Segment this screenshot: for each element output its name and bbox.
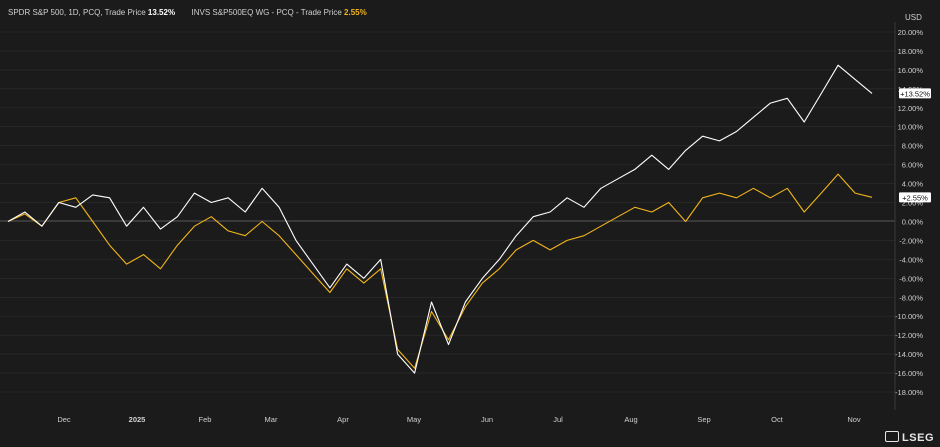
svg-text:+13.52%: +13.52% [900,89,930,98]
series-lines [7,64,873,374]
y-tick-label: -18.00% [895,388,923,397]
y-axis-labels: 20.00%18.00%16.00%14.00%12.00%10.00%8.00… [895,28,923,397]
y-tick-label: 16.00% [898,66,924,75]
series2-value: 2.55% [344,8,367,17]
brand-logo: LSEG [885,431,934,444]
y-tick-label: -2.00% [899,236,923,245]
y-tick-label: -10.00% [895,312,923,321]
x-tick-label: Aug [624,415,637,424]
brand-name: LSEG [902,432,934,444]
x-tick-label: Nov [847,415,861,424]
currency-label: USD [905,13,922,22]
series2-label: INVS S&P500EQ WG - PCQ - Trade Price [191,8,342,17]
svg-text:+2.55%: +2.55% [902,193,928,202]
y-tick-label: -4.00% [899,255,923,264]
y-tick-label: -8.00% [899,293,923,302]
last-value-labels: +2.55% +13.52% [899,88,931,203]
series1-label: SPDR S&P 500, 1D, PCQ, Trade Price [8,8,146,17]
x-tick-label: Feb [199,415,212,424]
series-spdr-line [7,64,873,374]
y-tick-label: 10.00% [898,123,924,132]
x-axis-labels: Dec 2025 Feb Mar Apr May Jun Jul Aug Sep Oct Nov [57,415,861,424]
y-tick-label: 0.00% [902,217,924,226]
y-tick-label: 8.00% [902,142,924,151]
plot-area [0,0,895,410]
series-invs-last-label: +2.55% [899,192,931,203]
x-tick-label: May [407,415,421,424]
series-invs-line [7,173,873,369]
y-tick-label: -6.00% [899,274,923,283]
y-tick-label: 12.00% [898,104,924,113]
chart-header: SPDR S&P 500, 1D, PCQ, Trade Price 13.52… [8,8,367,17]
x-tick-label: Sep [697,415,710,424]
y-tick-label: 2.00% [902,199,924,208]
y-tick-label: -16.00% [895,369,923,378]
x-tick-label: Oct [771,415,784,424]
series-spdr-last-label: +13.52% [899,88,931,99]
x-tick-label: 2025 [129,415,146,424]
x-tick-label: Dec [57,415,71,424]
series1-value: 13.52% [147,8,176,17]
y-tick-label: 20.00% [898,28,924,37]
x-tick-label: Jun [481,415,493,424]
brand-mark-icon [885,431,900,442]
x-tick-label: Apr [337,415,349,424]
x-tick-label: Jul [553,415,563,424]
y-tick-label: 6.00% [902,161,924,170]
y-tick-label: 18.00% [898,47,924,56]
y-tick-label: 4.00% [902,180,924,189]
y-tick-label: -12.00% [895,331,923,340]
x-tick-label: Mar [265,415,278,424]
y-tick-label: -14.00% [895,350,923,359]
